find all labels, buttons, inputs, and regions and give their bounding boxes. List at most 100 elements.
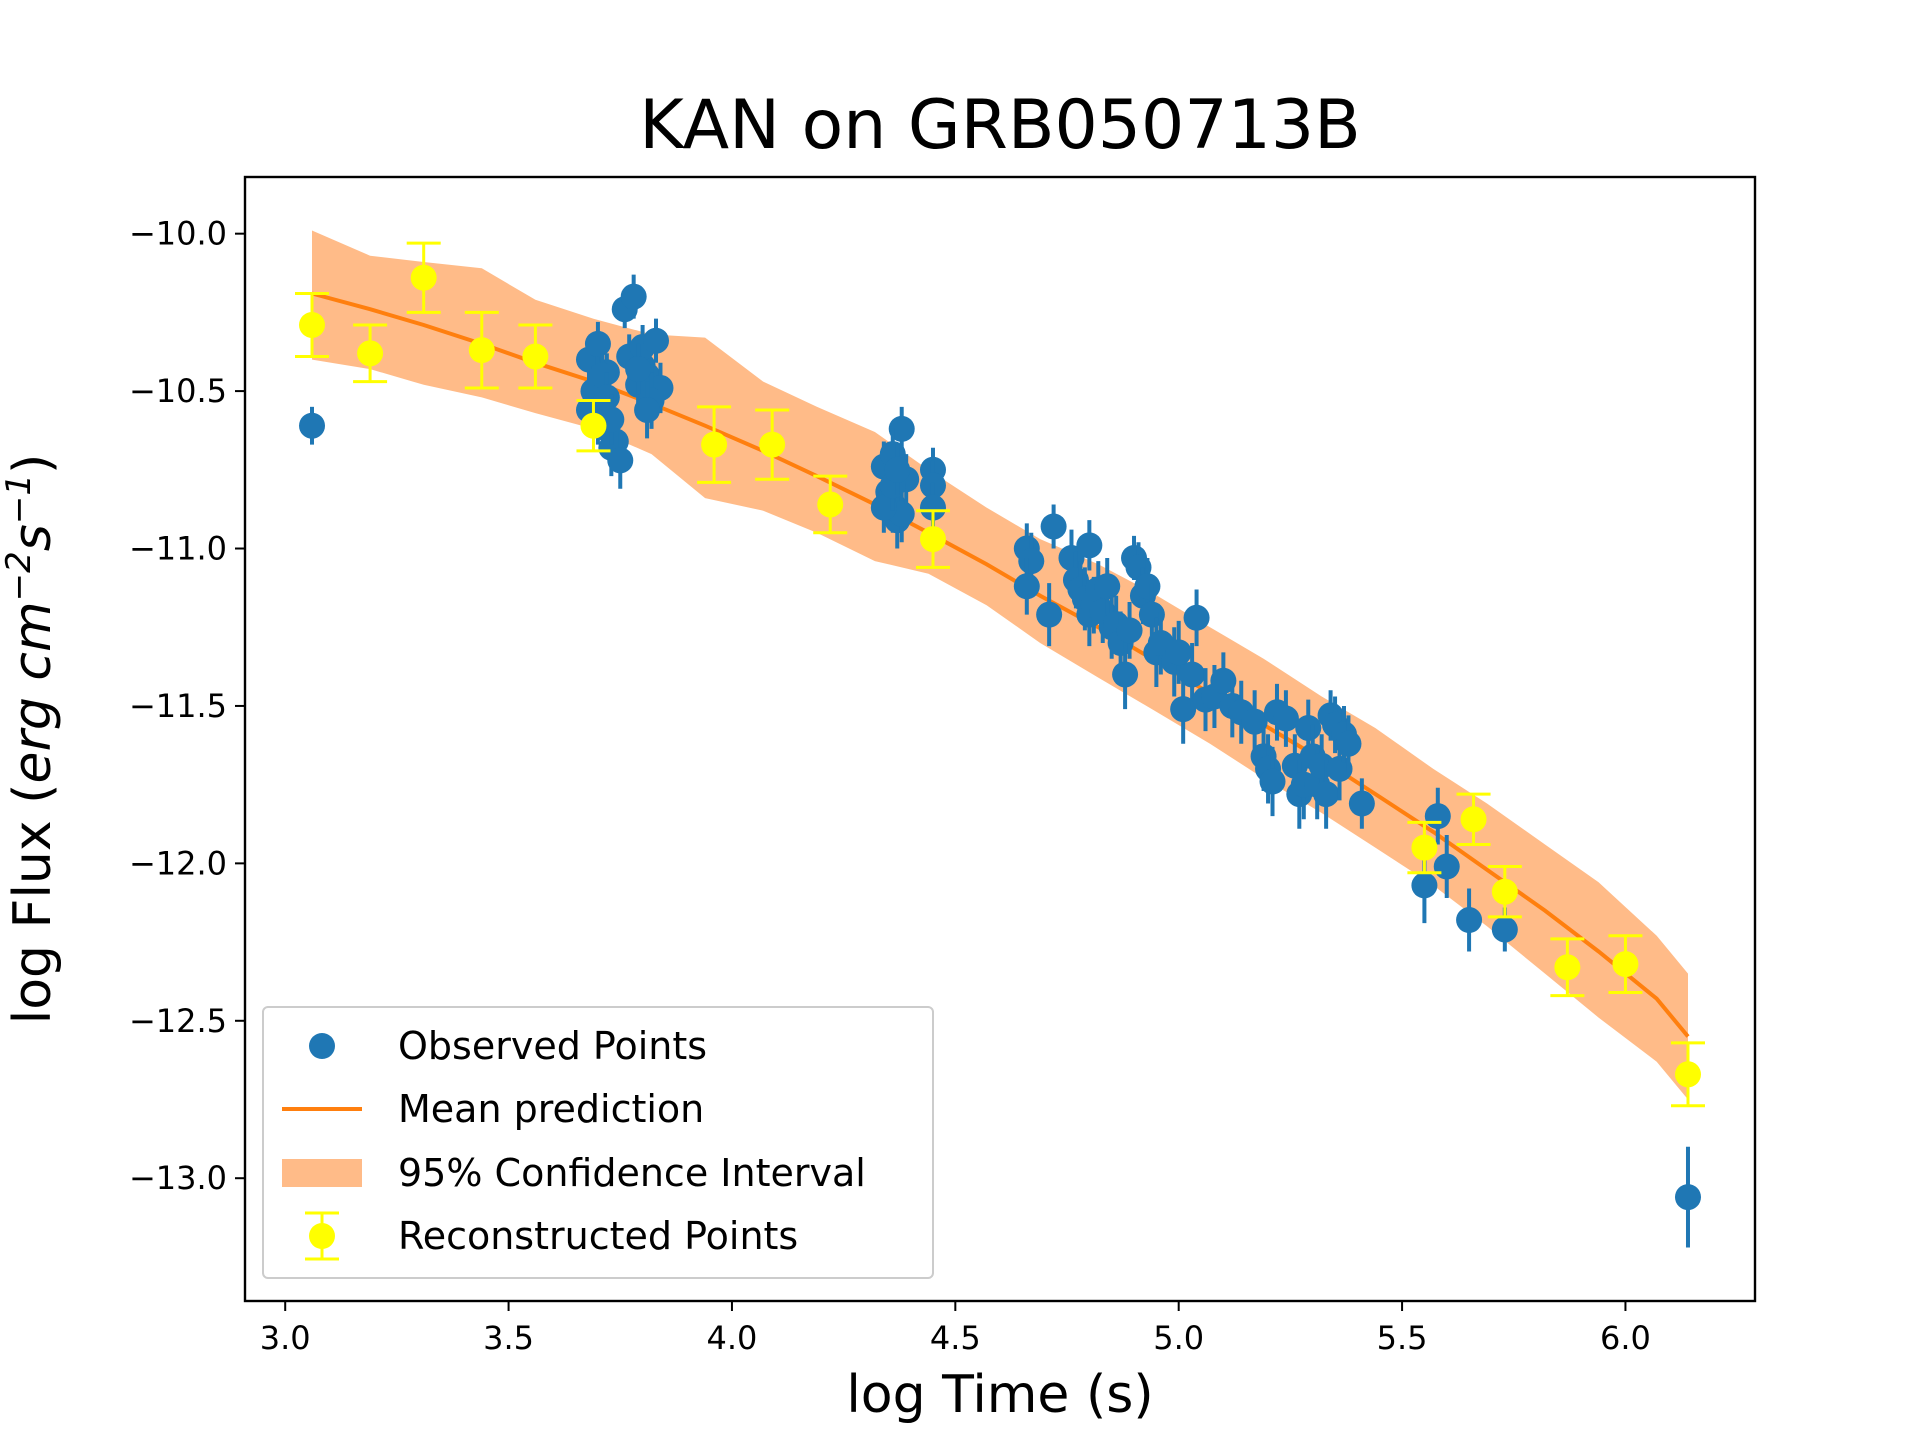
reconstructed-marker bbox=[1554, 954, 1581, 981]
y-tick-label: −10.5 bbox=[129, 372, 227, 410]
y-axis-label-exp2: −1 bbox=[0, 474, 39, 524]
reconstructed-marker bbox=[468, 337, 495, 364]
observed-point bbox=[1183, 589, 1210, 647]
reconstructed-marker bbox=[759, 431, 786, 458]
reconstructed-marker bbox=[1460, 806, 1487, 833]
observed-point bbox=[1112, 639, 1139, 710]
x-tick-label: 4.0 bbox=[707, 1319, 758, 1357]
reconstructed-point bbox=[518, 323, 553, 390]
y-tick-label: −12.0 bbox=[129, 844, 227, 882]
legend-label: Observed Points bbox=[398, 1024, 707, 1068]
observed-point bbox=[1348, 778, 1375, 829]
mean-prediction-line bbox=[311, 291, 1690, 1038]
reconstructed-marker bbox=[919, 526, 946, 553]
reconstructed-point bbox=[915, 509, 950, 569]
y-axis-label: log Flux (erg cm−2s−1) bbox=[0, 454, 63, 1025]
observed-point bbox=[1040, 504, 1067, 549]
x-axis: 3.0 3.5 4.0 4.5 5.0 5.5 6.0 bbox=[260, 1301, 1651, 1357]
reconstructed-point bbox=[295, 291, 330, 358]
reconstructed-point bbox=[697, 405, 732, 484]
legend-box bbox=[262, 1006, 934, 1279]
observed-point bbox=[1116, 602, 1143, 659]
observed-marker bbox=[1013, 573, 1040, 600]
reconstructed-point bbox=[1456, 792, 1491, 846]
observed-marker bbox=[1036, 601, 1063, 628]
observed-point bbox=[1165, 620, 1192, 684]
observed-point bbox=[888, 406, 915, 451]
x-tick-label: 3.0 bbox=[260, 1319, 311, 1357]
legend-observed-marker bbox=[309, 1033, 335, 1059]
observed-marker bbox=[1183, 604, 1210, 631]
reconstructed-point bbox=[1487, 865, 1522, 919]
reconstructed-point bbox=[1407, 820, 1442, 875]
observed-marker bbox=[1116, 617, 1143, 644]
chart-title: KAN on GRB050713B bbox=[639, 86, 1361, 165]
x-tick-label: 3.5 bbox=[483, 1319, 534, 1357]
reconstructed-marker bbox=[357, 340, 384, 367]
observed-marker bbox=[1210, 667, 1237, 694]
legend-label: Reconstructed Points bbox=[398, 1214, 798, 1258]
legend-label: 95% Confidence Interval bbox=[398, 1151, 866, 1195]
observed-marker bbox=[1018, 548, 1045, 575]
reconstructed-marker bbox=[1491, 878, 1518, 905]
observed-marker bbox=[919, 494, 946, 521]
observed-marker bbox=[1076, 532, 1103, 559]
reconstructed-point bbox=[1550, 937, 1585, 998]
axes-frame bbox=[243, 175, 1757, 1303]
observed-marker bbox=[1433, 853, 1460, 880]
observed-point bbox=[1094, 557, 1121, 615]
observed-point bbox=[643, 318, 670, 363]
x-axis-label: log Time (s) bbox=[846, 1365, 1153, 1425]
observed-point bbox=[1456, 888, 1483, 952]
observed-marker bbox=[1259, 768, 1286, 795]
observed-marker bbox=[1165, 639, 1192, 666]
y-axis-label-suffix: ) bbox=[3, 454, 63, 474]
observed-point bbox=[1241, 690, 1268, 754]
observed-marker bbox=[1348, 790, 1375, 817]
observed-marker bbox=[620, 283, 647, 310]
reconstructed-marker bbox=[701, 431, 728, 458]
observed-marker bbox=[589, 362, 616, 389]
reconstructed-point bbox=[353, 323, 388, 384]
x-tick-label: 4.5 bbox=[930, 1319, 981, 1357]
observed-marker bbox=[1094, 573, 1121, 600]
confidence-band bbox=[312, 230, 1688, 1100]
observed-marker bbox=[870, 494, 897, 521]
observed-marker bbox=[1170, 696, 1197, 723]
observed-marker bbox=[1491, 916, 1518, 943]
y-axis-label-prefix: log Flux ( bbox=[3, 784, 63, 1025]
observed-marker bbox=[884, 456, 911, 483]
observed-marker bbox=[584, 330, 611, 357]
reconstructed-marker bbox=[1411, 834, 1438, 861]
observed-marker bbox=[1138, 601, 1165, 628]
x-tick-label: 5.5 bbox=[1377, 1319, 1428, 1357]
observed-marker bbox=[1411, 872, 1438, 899]
observed-point bbox=[625, 343, 652, 395]
y-tick-label: −11.5 bbox=[129, 687, 227, 725]
observed-marker bbox=[1272, 705, 1299, 732]
observed-point bbox=[1313, 759, 1340, 829]
observed-point bbox=[1076, 520, 1103, 571]
observed-point bbox=[1170, 674, 1197, 744]
reconstructed-point bbox=[464, 310, 499, 390]
observed-marker bbox=[607, 447, 634, 474]
legend-ci-patch bbox=[282, 1159, 362, 1187]
reconstructed-marker bbox=[817, 491, 844, 518]
observed-point bbox=[1335, 715, 1362, 773]
observed-point bbox=[607, 432, 634, 489]
y-tick-label: −12.5 bbox=[129, 1002, 227, 1040]
reconstructed-point bbox=[813, 474, 848, 535]
reconstructed-point bbox=[755, 408, 790, 481]
observed-marker bbox=[1456, 907, 1483, 934]
reconstructed-point bbox=[1608, 934, 1643, 994]
x-tick-label: 6.0 bbox=[1600, 1319, 1651, 1357]
observed-marker bbox=[1295, 714, 1322, 741]
observed-point bbox=[1179, 642, 1206, 706]
observed-point bbox=[620, 274, 647, 319]
observed-marker bbox=[1335, 730, 1362, 757]
legend-item-reconstructed: Reconstructed Points bbox=[305, 1211, 798, 1261]
observed-marker bbox=[1112, 661, 1139, 688]
observed-marker bbox=[643, 327, 670, 354]
legend-label: Mean prediction bbox=[398, 1087, 704, 1131]
reconstructed-marker bbox=[410, 264, 437, 291]
